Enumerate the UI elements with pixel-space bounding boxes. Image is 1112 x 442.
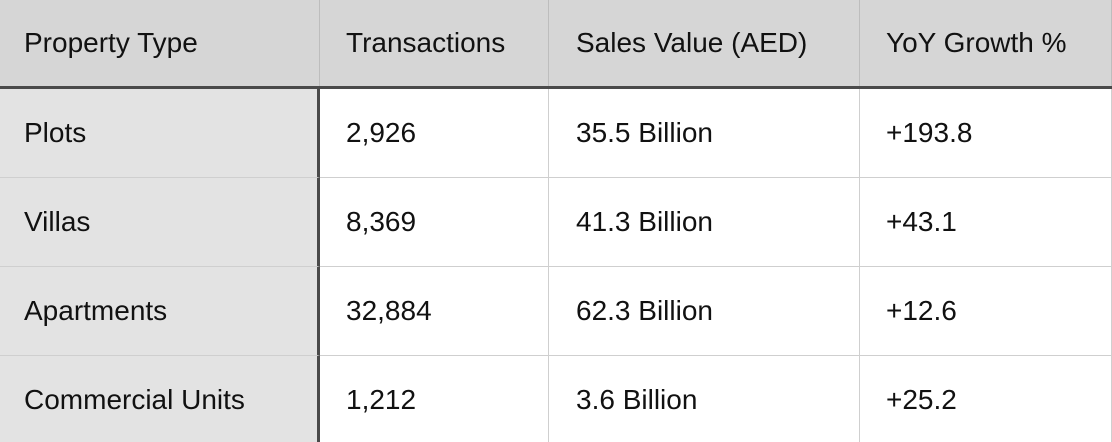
data-cell: 1,212 xyxy=(320,356,549,442)
data-cell: 8,369 xyxy=(320,178,549,267)
data-cell: 41.3 Billion xyxy=(549,178,860,267)
row-label: Commercial Units xyxy=(0,356,320,442)
data-cell: 32,884 xyxy=(320,267,549,356)
data-cell: +43.1 xyxy=(860,178,1112,267)
header-cell: Property Type xyxy=(0,0,320,86)
data-cell: +25.2 xyxy=(860,356,1112,442)
header-cell: YoY Growth % xyxy=(860,0,1112,86)
data-cell: +12.6 xyxy=(860,267,1112,356)
header-divider xyxy=(0,86,1112,89)
header-cell: Transactions xyxy=(320,0,549,86)
data-cell: 62.3 Billion xyxy=(549,267,860,356)
row-label: Plots xyxy=(0,89,320,178)
data-cell: 3.6 Billion xyxy=(549,356,860,442)
data-cell: 2,926 xyxy=(320,89,549,178)
row-label: Villas xyxy=(0,178,320,267)
header-cell: Sales Value (AED) xyxy=(549,0,860,86)
row-label: Apartments xyxy=(0,267,320,356)
data-cell: +193.8 xyxy=(860,89,1112,178)
data-cell: 35.5 Billion xyxy=(549,89,860,178)
